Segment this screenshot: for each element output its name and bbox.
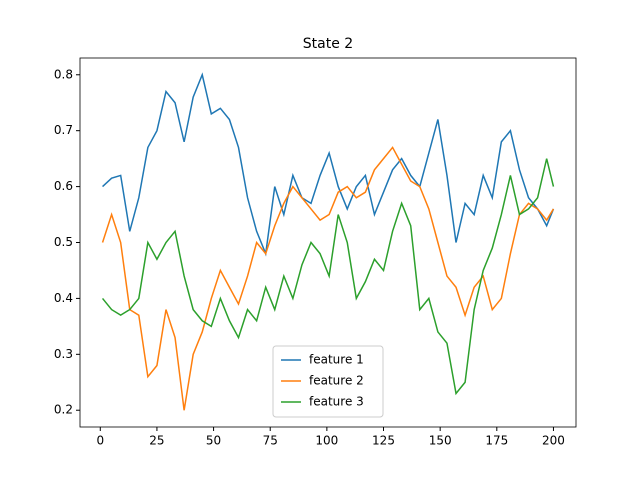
x-tick-label: 25	[149, 434, 164, 448]
legend-box	[272, 345, 384, 418]
legend-label: feature 2	[309, 374, 364, 388]
y-tick-label: 0.8	[54, 67, 73, 81]
x-tick-label: 0	[96, 434, 104, 448]
y-tick-label: 0.5	[54, 235, 73, 249]
y-tick-label: 0.4	[54, 291, 73, 305]
x-tick-label: 175	[485, 434, 508, 448]
x-tick-label: 150	[429, 434, 452, 448]
y-tick-label: 0.2	[54, 403, 73, 417]
y-tick-label: 0.6	[54, 179, 73, 193]
x-tick-label: 75	[263, 434, 278, 448]
chart-title: State 2	[303, 36, 353, 52]
series-line	[101, 158, 555, 396]
series-line	[101, 146, 555, 411]
plot-frame	[79, 57, 577, 428]
x-tick-label: 50	[206, 434, 221, 448]
series-line	[102, 72, 555, 257]
legend-label: feature 3	[309, 395, 364, 409]
legend-label: feature 1	[309, 353, 364, 367]
y-tick-label: 0.3	[54, 347, 73, 361]
y-tick-label: 0.7	[54, 123, 73, 137]
x-tick-label: 200	[542, 434, 565, 448]
x-tick-label: 100	[315, 434, 338, 448]
x-tick-label: 125	[372, 434, 395, 448]
